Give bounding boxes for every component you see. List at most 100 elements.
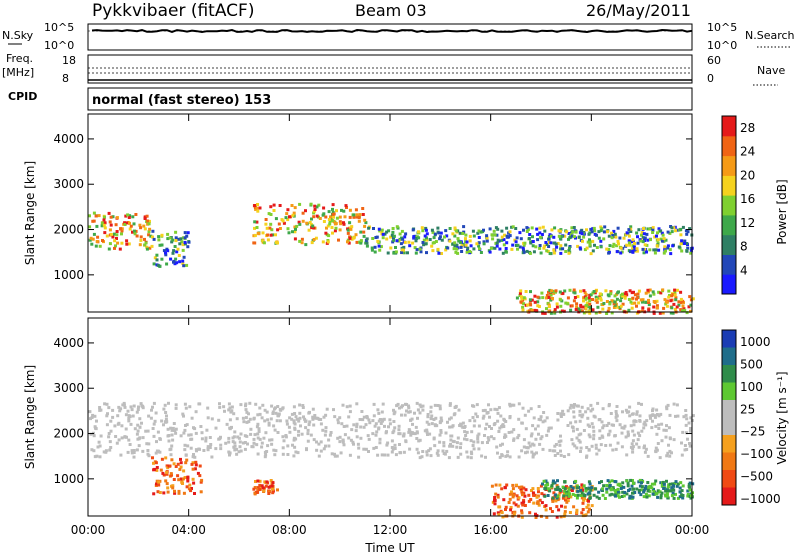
echo-cell <box>260 484 264 488</box>
echo-cell <box>197 402 201 406</box>
echo-cell <box>269 213 273 216</box>
echo-cell <box>426 415 430 419</box>
echo-cell <box>375 430 379 434</box>
colorbar-swatch <box>722 254 736 275</box>
echo-cell <box>267 212 271 216</box>
echo-cell <box>575 427 579 431</box>
echo-cell <box>524 290 528 293</box>
echo-cell <box>315 448 319 452</box>
echo-cell <box>614 447 618 451</box>
echo-cell <box>352 215 356 219</box>
echo-cell <box>676 414 680 418</box>
echo-cell <box>148 227 152 231</box>
echo-cell <box>310 217 313 221</box>
echo-cell <box>686 246 690 250</box>
echo-cell <box>155 466 159 469</box>
echo-cell <box>169 453 173 457</box>
echo-cell <box>526 303 530 307</box>
echo-cell <box>190 416 194 420</box>
colorbar-tick-label: 500 <box>740 357 763 371</box>
echo-cell <box>119 407 123 411</box>
echo-cell <box>502 498 506 502</box>
echo-cell <box>660 491 664 495</box>
echo-cell <box>667 443 670 447</box>
echo-cell <box>268 490 271 494</box>
echo-cell <box>448 402 452 406</box>
echo-cell <box>578 246 582 250</box>
echo-cell <box>276 488 279 492</box>
echo-cell <box>174 230 178 234</box>
echo-cell <box>378 248 382 252</box>
echo-cell <box>393 447 397 450</box>
echo-cell <box>490 233 494 237</box>
echo-cell <box>582 498 586 502</box>
echo-cell <box>392 408 395 412</box>
echo-cell <box>606 309 610 313</box>
echo-cell <box>647 301 651 304</box>
echo-cell <box>206 445 210 449</box>
echo-cell <box>273 453 277 457</box>
echo-cell <box>439 430 443 434</box>
echo-cell <box>427 422 431 426</box>
echo-cell <box>540 291 544 295</box>
echo-cell <box>648 414 652 418</box>
echo-cell <box>307 423 311 427</box>
echo-cell <box>522 302 526 306</box>
echo-cell <box>292 436 296 440</box>
echo-cell <box>183 443 187 447</box>
echo-cell <box>668 489 672 493</box>
echo-cell <box>420 226 424 230</box>
echo-cell <box>189 489 193 493</box>
echo-cell <box>91 413 95 417</box>
echo-cell <box>646 454 650 458</box>
echo-cell <box>186 479 190 483</box>
echo-cell <box>190 487 193 490</box>
echo-cell <box>364 423 368 427</box>
echo-cell <box>580 496 584 500</box>
echo-cell <box>323 433 327 437</box>
echo-cell <box>536 238 540 242</box>
echo-cell <box>670 486 674 490</box>
echo-cell <box>128 221 131 225</box>
echo-cell <box>160 419 164 423</box>
echo-cell <box>156 490 160 494</box>
echo-cell <box>640 233 643 237</box>
echo-cell <box>666 451 670 455</box>
echo-cell <box>629 227 633 231</box>
echo-cell <box>477 241 481 245</box>
echo-cell <box>171 238 175 242</box>
echo-cell <box>287 231 291 235</box>
echo-cell <box>559 247 563 251</box>
echo-cell <box>464 237 467 241</box>
echo-cell <box>570 489 574 492</box>
echo-cell <box>683 308 687 312</box>
echo-cell <box>93 414 97 418</box>
echo-cell <box>246 442 249 446</box>
echo-cell <box>576 295 580 299</box>
echo-cell <box>303 417 307 421</box>
echo-cell <box>481 409 485 413</box>
echo-cell <box>593 487 597 491</box>
echo-cell <box>577 433 581 437</box>
echo-cell <box>338 220 342 224</box>
echo-cell <box>653 415 657 419</box>
echo-cell <box>334 226 338 230</box>
echo-cell <box>531 235 534 239</box>
echo-cell <box>564 243 568 247</box>
colorbar-tick-label: 28 <box>740 121 755 135</box>
echo-cell <box>113 232 116 236</box>
echo-cell <box>646 288 650 292</box>
echo-cell <box>681 494 685 497</box>
echo-cell <box>506 450 510 454</box>
echo-cell <box>111 415 115 419</box>
echo-cell <box>661 311 665 315</box>
echo-cell <box>407 406 411 410</box>
echo-cell <box>597 296 601 300</box>
echo-cell <box>253 226 256 230</box>
echo-cell <box>114 435 118 438</box>
echo-cell <box>642 232 646 236</box>
echo-cell <box>348 215 352 219</box>
echo-cell <box>367 437 371 441</box>
echo-cell <box>455 441 459 445</box>
echo-cell <box>602 302 606 305</box>
